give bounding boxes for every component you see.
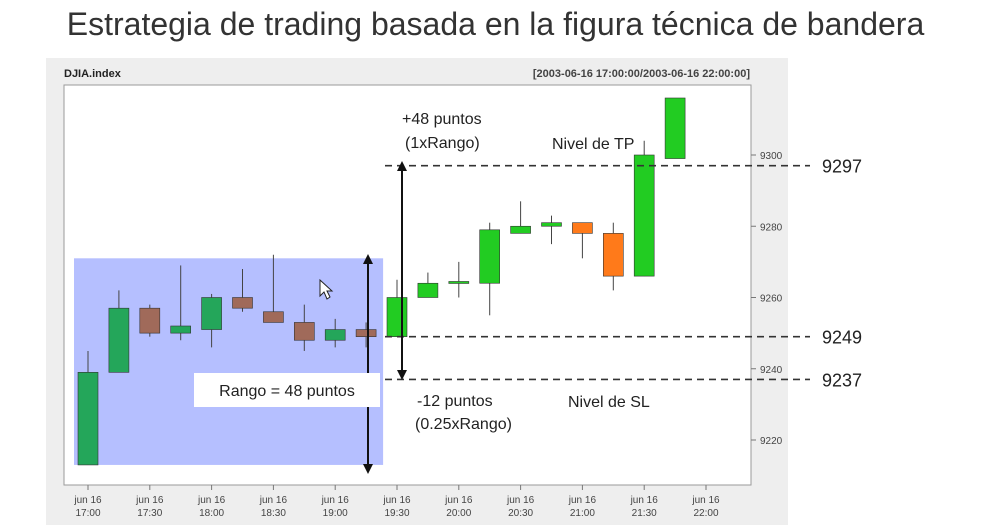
x-tick-date: jun 16 (506, 495, 535, 506)
x-tick-time: 18:00 (199, 508, 224, 519)
x-tick-time: 17:00 (75, 508, 100, 519)
level-label: 9249 (822, 328, 862, 348)
x-tick-date: jun 16 (691, 495, 720, 506)
tp-points-label: +48 puntos (402, 111, 482, 128)
candle-body (355, 329, 377, 337)
y-tick-label: 9300 (760, 151, 783, 162)
candle (355, 322, 377, 348)
candle-body (510, 225, 531, 234)
x-tick-time: 19:30 (384, 508, 409, 519)
candle-body (633, 154, 655, 277)
date-range-label: [2003-06-16 17:00:00/2003-06-16 22:00:00… (533, 68, 750, 80)
candle-body (170, 325, 191, 334)
x-tick-time: 17:30 (137, 508, 162, 519)
symbol-label: DJIA.index (64, 68, 122, 80)
x-tick-date: jun 16 (568, 495, 597, 506)
levels-layer: 9297 9249 9237 (385, 157, 862, 390)
x-tick-time: 20:00 (446, 508, 471, 519)
candle (448, 261, 470, 298)
candle (417, 272, 439, 298)
range-arrow (363, 254, 373, 474)
y-tick-label: 9280 (760, 222, 783, 233)
x-tick-date: jun 16 (197, 495, 226, 506)
candle (263, 254, 284, 323)
candle (510, 201, 531, 234)
x-tick-time: 22:00 (693, 508, 718, 519)
y-tick-label: 9220 (760, 436, 783, 447)
sl-points-label: -12 puntos (417, 393, 493, 410)
x-tick-date: jun 16 (444, 495, 473, 506)
x-tick-date: jun 16 (259, 495, 288, 506)
rango-label-box (194, 373, 380, 407)
x-tick-time: 18:30 (261, 508, 286, 519)
candle (541, 215, 562, 245)
y-axis: 9220 9240 9260 9280 9300 (751, 151, 783, 447)
sl-level-label: Nivel de SL (568, 394, 650, 411)
level-label: 9297 (822, 157, 862, 177)
tp-arrow (397, 161, 407, 380)
candle (293, 304, 315, 351)
y-tick-label: 9240 (760, 365, 783, 376)
candle-body (232, 297, 253, 309)
candle-body (324, 329, 346, 341)
rango-label: Rango = 48 puntos (219, 383, 355, 400)
mouse-cursor-icon (319, 278, 334, 300)
candle (664, 97, 686, 159)
candle-body (541, 222, 562, 227)
candle (602, 222, 624, 291)
candle (201, 293, 222, 348)
candle-body (572, 222, 593, 234)
x-tick-time: 19:00 (323, 508, 348, 519)
y-tick-label: 9260 (760, 294, 783, 305)
x-tick-time: 21:30 (632, 508, 657, 519)
x-tick-date: jun 16 (321, 495, 350, 506)
candle (633, 140, 655, 277)
candle (324, 318, 346, 348)
candle-body (664, 97, 686, 159)
x-tick-date: jun 16 (73, 495, 102, 506)
candle-body (479, 229, 501, 284)
candle-body (602, 233, 624, 277)
candle-body (139, 307, 161, 334)
x-axis: jun 16 17:00 jun 16 17:30 jun 16 18:00 jun 16 1… (73, 485, 720, 519)
candle-body (448, 281, 470, 284)
candle-body (386, 297, 408, 337)
candle-body (417, 282, 439, 298)
candle (139, 304, 161, 337)
x-tick-date: jun 16 (382, 495, 411, 506)
tp-multiplier-label: (1xRango) (405, 135, 480, 152)
candle-body (201, 297, 222, 330)
x-tick-date: jun 16 (630, 495, 659, 506)
candle (170, 265, 191, 341)
x-tick-time: 21:00 (570, 508, 595, 519)
candle-body (77, 372, 99, 466)
candle (572, 222, 593, 259)
level-label: 9237 (822, 370, 862, 390)
candles-layer (77, 97, 686, 466)
candle (77, 350, 99, 466)
x-tick-date: jun 16 (135, 495, 164, 506)
candle-body (263, 311, 284, 323)
candle-body (108, 307, 130, 373)
candle (232, 269, 253, 312)
tp-level-label: Nivel de TP (552, 136, 634, 153)
slide-title: Estrategia de trading basada en la figur… (66, 6, 925, 42)
candle-body (293, 322, 315, 341)
candle (108, 290, 130, 373)
x-tick-time: 20:30 (508, 508, 533, 519)
candle (479, 222, 501, 316)
sl-multiplier-label: (0.25xRango) (415, 416, 512, 433)
